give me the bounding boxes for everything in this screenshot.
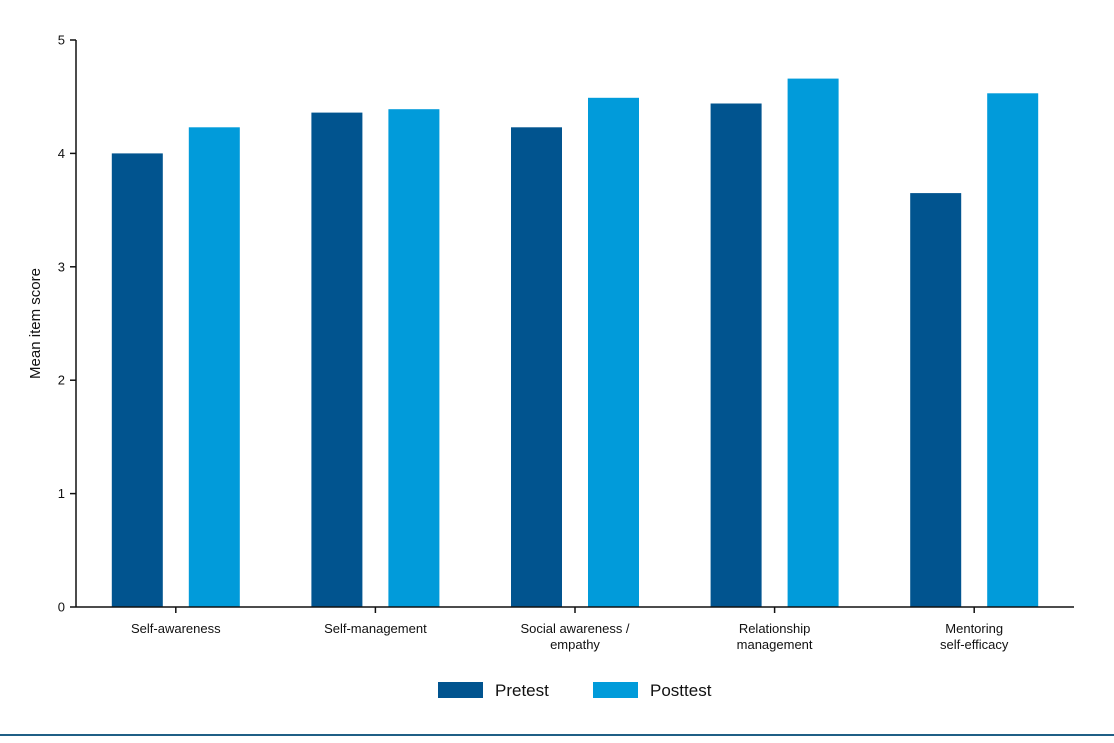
y-tick-label: 0 (58, 600, 65, 615)
bar-posttest-1 (388, 109, 440, 607)
bar-posttest-0 (188, 127, 240, 608)
x-category-label: Self-awareness (131, 621, 221, 636)
legend-label-posttest: Posttest (650, 681, 712, 700)
bar-posttest-2 (588, 97, 639, 608)
bar-pretest-2 (511, 127, 562, 608)
x-category-label: Self-management (324, 621, 427, 636)
y-tick-label: 4 (58, 146, 65, 161)
x-category-label: Mentoring self-efficacy (940, 621, 1009, 652)
y-tick-label: 1 (58, 486, 65, 501)
bar-posttest-3 (787, 78, 839, 608)
y-axis-title: Mean item score (27, 268, 44, 379)
x-category-label: Relationship management (737, 621, 813, 652)
y-tick-label: 5 (58, 33, 65, 48)
y-tick-label: 3 (58, 259, 65, 274)
bar-posttest-4 (987, 93, 1039, 608)
legend-swatch-posttest (593, 682, 638, 698)
bar-pretest-1 (311, 112, 363, 607)
legend-swatch-pretest (438, 682, 483, 698)
bar-pretest-3 (710, 103, 762, 607)
bar-pretest-4 (910, 193, 962, 607)
y-tick-label: 2 (58, 373, 65, 388)
x-category-label: Social awareness / empathy (520, 621, 629, 652)
legend-label-pretest: Pretest (495, 681, 549, 700)
bar-pretest-0 (111, 153, 163, 607)
